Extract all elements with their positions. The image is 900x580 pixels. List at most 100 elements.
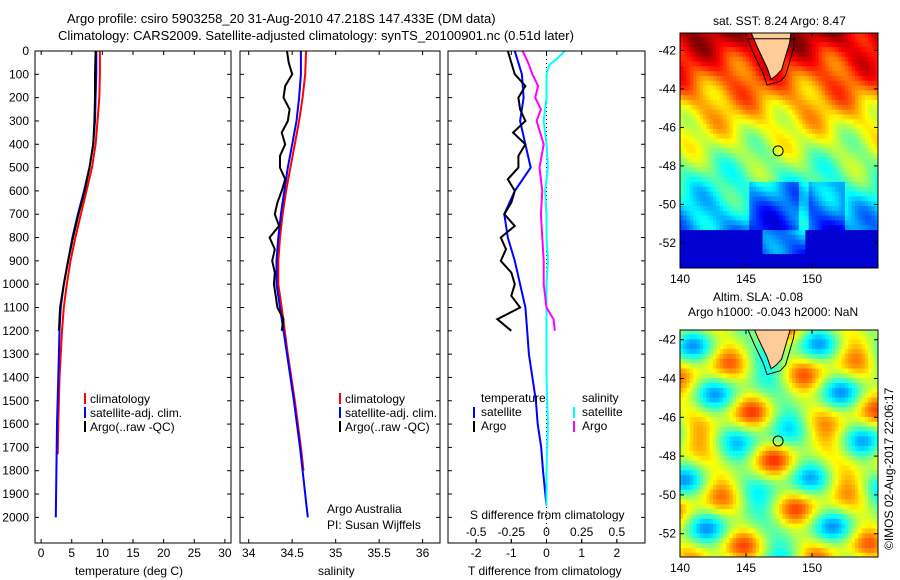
heatmap-cell (739, 99, 744, 105)
heatmap-cell (759, 258, 764, 264)
heatmap-cell (709, 552, 714, 557)
heatmap-cell (726, 358, 731, 364)
heatmap-cell (854, 138, 859, 144)
heatmap-cell (765, 421, 770, 427)
heatmap-cell (726, 537, 731, 544)
heatmap-cell (726, 176, 731, 182)
heatmap-cell (782, 474, 787, 480)
heatmap-cell (703, 36, 707, 43)
heatmap-cell (693, 147, 698, 153)
heatmap-cell (713, 426, 717, 432)
heatmap-cell (772, 248, 777, 255)
heatmap-cell (871, 200, 876, 206)
heatmap-cell (788, 513, 793, 519)
heatmap-cell (765, 80, 770, 86)
heatmap-cell (680, 166, 684, 173)
heatmap-cell (683, 377, 688, 383)
heatmap-cell (752, 133, 757, 139)
heatmap-cell (769, 387, 773, 393)
heatmap-cell (755, 445, 760, 451)
heatmap-cell (785, 387, 790, 393)
heatmap-cell (716, 421, 721, 427)
heatmap-cell (729, 338, 734, 345)
heatmap-cell (722, 387, 727, 393)
heatmap-cell (722, 248, 727, 255)
heatmap-cell (769, 176, 773, 182)
heatmap-cell (848, 229, 853, 235)
heatmap-cell (861, 36, 866, 43)
heatmap-cell (719, 343, 724, 350)
heatmap-cell (693, 416, 698, 422)
heatmap-cell (693, 104, 698, 110)
heatmap-cell (779, 263, 783, 268)
heatmap-cell (779, 484, 783, 490)
ytick-label: -50 (659, 197, 677, 211)
heatmap-cell (749, 166, 754, 173)
heatmap-cell (703, 469, 707, 476)
heatmap-cell (782, 396, 787, 403)
heatmap-cell (696, 166, 701, 173)
heatmap-cell (746, 60, 750, 67)
heatmap-cell (759, 411, 764, 417)
heatmap-cell (683, 56, 688, 62)
heatmap-cell (736, 484, 740, 490)
heatmap-cell (782, 377, 787, 383)
heatmap-cell (716, 479, 721, 485)
heatmap-cell (838, 176, 843, 182)
heatmap-cell (779, 363, 783, 369)
heatmap-cell (792, 253, 797, 259)
heatmap-cell (775, 162, 780, 168)
heatmap-cell (726, 406, 731, 413)
heatmap-cell (680, 200, 684, 206)
heatmap-cell (713, 464, 717, 471)
heatmap-cell (805, 181, 810, 187)
heatmap-cell (699, 128, 704, 134)
heatmap-cell (861, 234, 866, 240)
heatmap-cell (808, 215, 813, 221)
heatmap-cell (732, 99, 737, 105)
heatmap-cell (739, 537, 744, 544)
heatmap-cell (703, 396, 707, 403)
heatmap-cell (749, 41, 754, 48)
heatmap-cell (805, 363, 810, 369)
heatmap-cell (812, 123, 816, 129)
heatmap-cell (762, 435, 767, 442)
heatmap-cell (795, 65, 800, 72)
heatmap-cell (722, 128, 727, 134)
heatmap-cell (732, 348, 737, 354)
heatmap-cell (729, 229, 734, 235)
heatmap-cell (871, 41, 876, 48)
heatmap-cell (828, 243, 833, 250)
heatmap-cell (808, 537, 813, 544)
heatmap-cell (680, 85, 684, 91)
heatmap-cell (699, 401, 704, 408)
heatmap-cell (772, 162, 777, 168)
heatmap-cell (729, 377, 734, 383)
heatmap-cell (765, 392, 770, 398)
heatmap-cell (772, 469, 777, 476)
heatmap-cell (765, 469, 770, 476)
heatmap-cell (798, 348, 803, 354)
heatmap-cell (722, 367, 727, 374)
heatmap-cell (835, 243, 839, 250)
heatmap-cell (782, 133, 787, 139)
heatmap-cell (782, 421, 787, 427)
heatmap-cell (798, 372, 803, 379)
heatmap-cell (755, 552, 760, 557)
heatmap-cell (769, 152, 773, 158)
heatmap-cell (769, 377, 773, 383)
heatmap-cell (848, 85, 853, 91)
heatmap-cell (845, 56, 849, 62)
heatmap-cell (732, 75, 737, 81)
heatmap-cell (851, 123, 856, 129)
heatmap-cell (795, 166, 800, 173)
heatmap-cell (742, 330, 747, 335)
heatmap-cell (732, 142, 737, 149)
heatmap-cell (755, 171, 760, 178)
heatmap-cell (765, 387, 770, 393)
heatmap-cell (874, 162, 878, 168)
heatmap-cell (805, 200, 810, 206)
heatmap-cell (713, 396, 717, 403)
heatmap-cell (742, 460, 747, 466)
heatmap-cell (716, 387, 721, 393)
